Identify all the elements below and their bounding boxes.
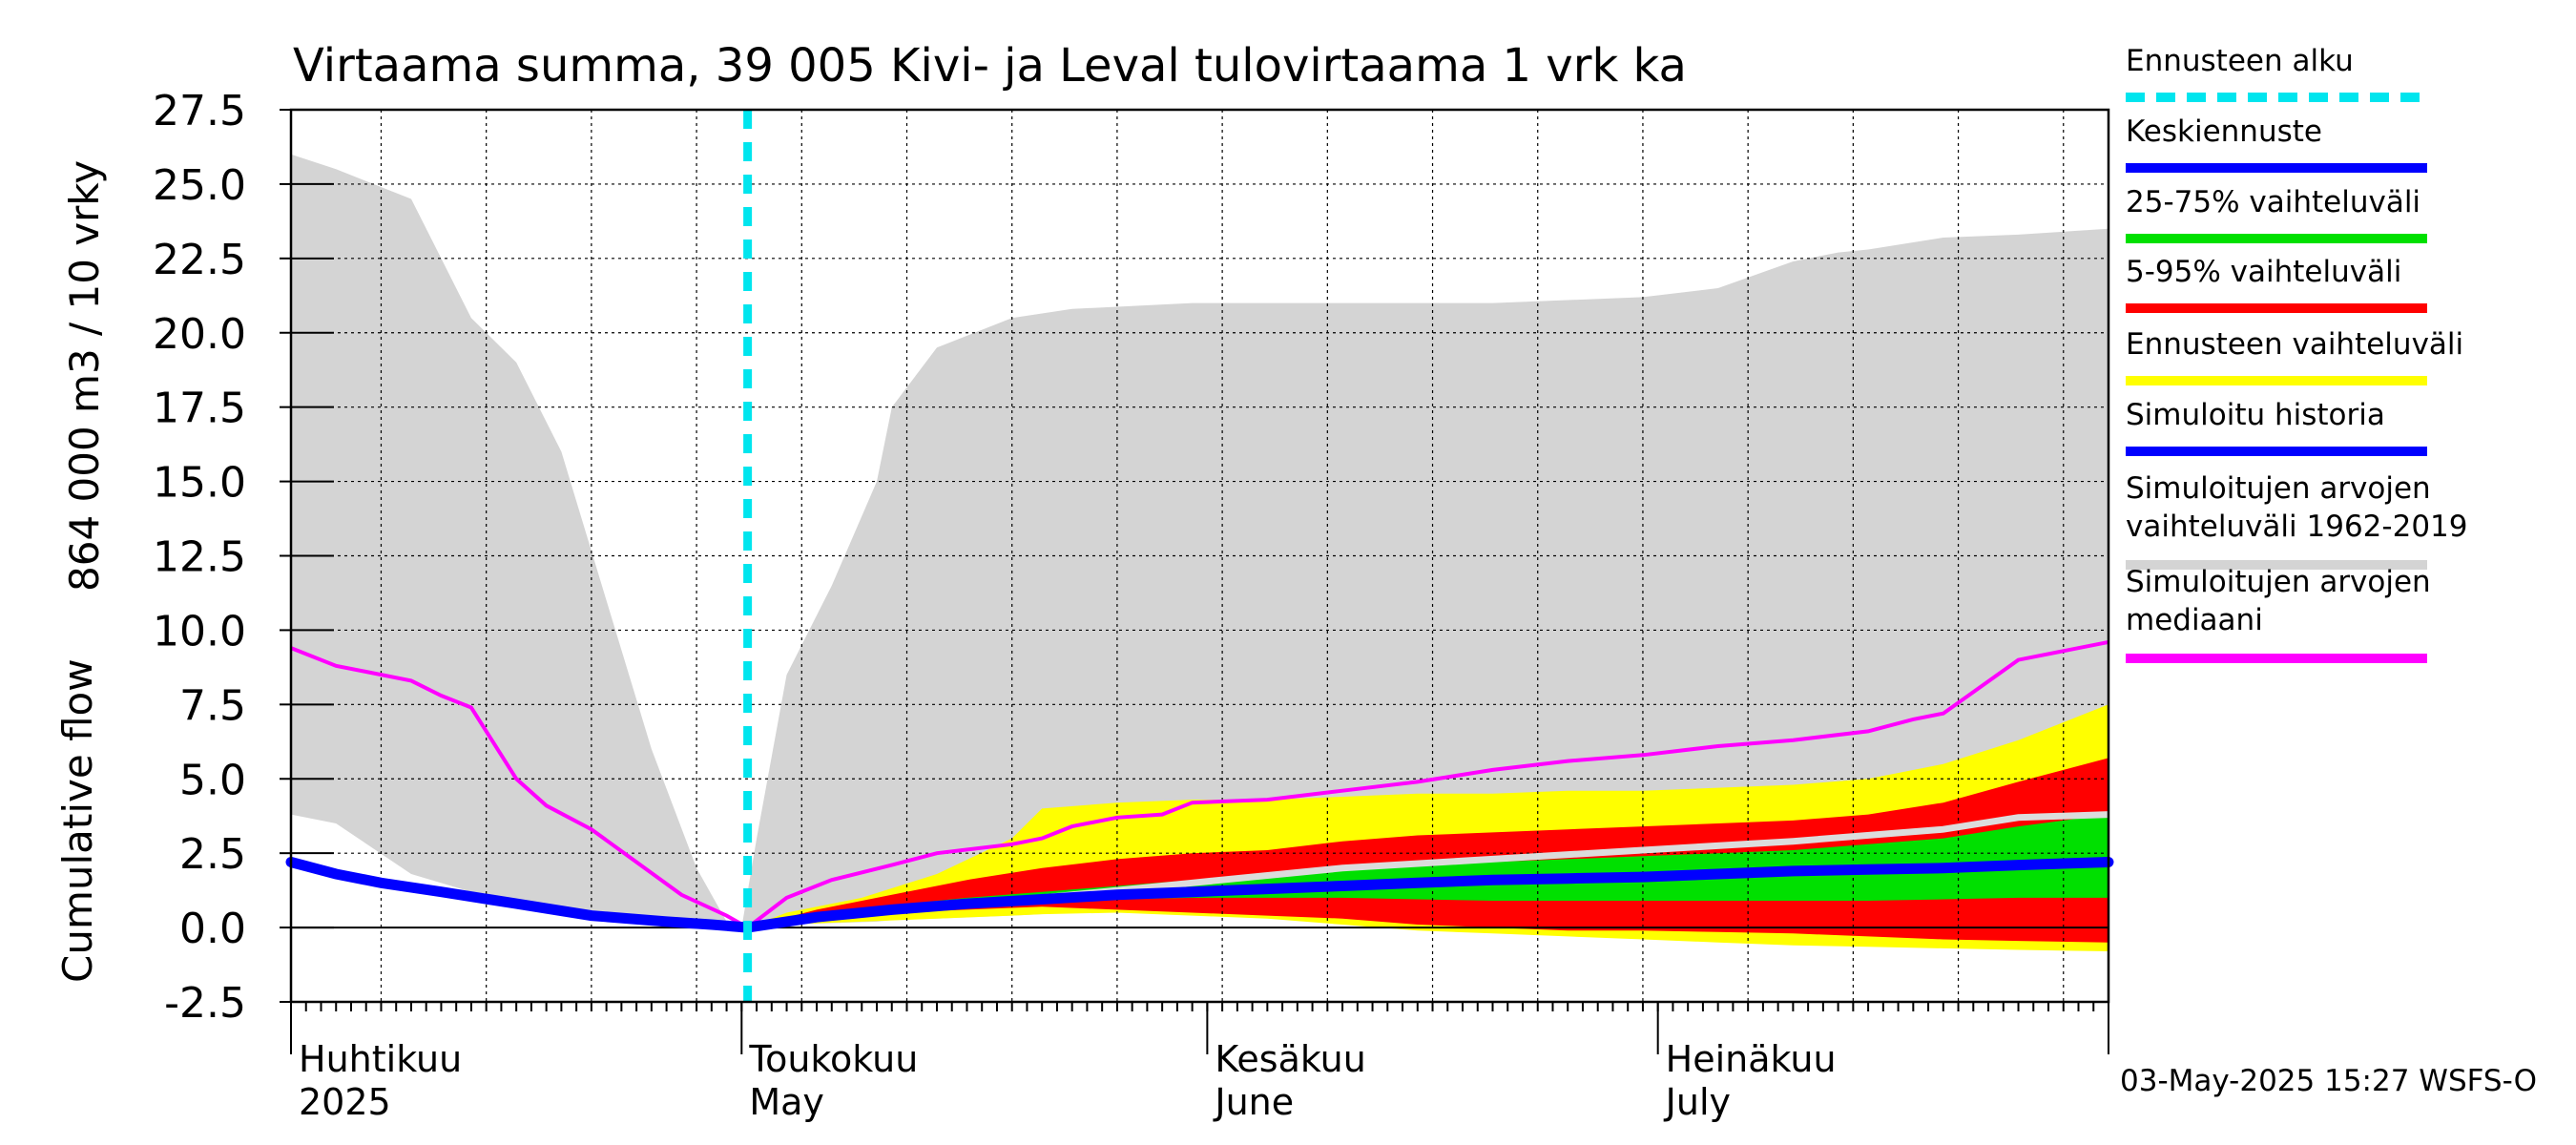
historical-median-line <box>290 639 2109 930</box>
y-axis-label-en: Cumulative flow <box>54 658 101 983</box>
x-month-label-fi: Huhtikuu <box>299 1038 462 1080</box>
y-tick-label: 25.0 <box>153 161 246 210</box>
y-tick-label: 10.0 <box>153 607 246 656</box>
chart-title: Virtaama summa, 39 005 Kivi- ja Leval tu… <box>293 39 1687 93</box>
y-tick-label: 20.0 <box>153 310 246 359</box>
x-month-label-fi: Toukokuu <box>748 1038 918 1080</box>
y-tick-label: 5.0 <box>179 756 246 804</box>
legend-label: Simuloitujen arvojen <box>2126 471 2431 506</box>
legend-label: Ennusteen alku <box>2126 44 2354 78</box>
timestamp: 03-May-2025 15:27 WSFS-O <box>2120 1064 2537 1098</box>
legend-label: 25-75% vaihteluväli <box>2126 185 2420 219</box>
legend-label: Simuloitujen arvojen <box>2126 565 2431 599</box>
legend-label: Ennusteen vaihteluväli <box>2126 327 2463 362</box>
legend-label-2: vaihteluväli 1962-2019 <box>2126 510 2467 544</box>
y-tick-label: 0.0 <box>179 905 246 953</box>
legend-label: Simuloitu historia <box>2126 398 2385 432</box>
y-tick-label: 7.5 <box>179 681 246 730</box>
x-month-label-fi: Kesäkuu <box>1215 1038 1366 1080</box>
legend-label: Keskiennuste <box>2126 114 2322 149</box>
legend-label-2: mediaani <box>2126 603 2263 637</box>
legend-label: 5-95% vaihteluväli <box>2126 255 2401 289</box>
mean-forecast-line <box>742 857 2114 933</box>
simulated-history-line <box>285 857 754 933</box>
x-month-label-en: May <box>749 1081 824 1123</box>
x-ticks <box>290 1002 2109 1054</box>
y-tick-label: 12.5 <box>153 533 246 582</box>
y-tick-label: 15.0 <box>153 459 246 508</box>
y-tick-label: 17.5 <box>153 385 246 433</box>
y-tick-label: -2.5 <box>164 979 246 1028</box>
x-month-label-en: 2025 <box>299 1081 391 1123</box>
y-axis-label-fi: 864 000 m3 / 10 vrky <box>61 160 108 592</box>
x-month-label-fi: Heinäkuu <box>1666 1038 1837 1080</box>
x-month-label-en: July <box>1664 1081 1731 1123</box>
y-tick-label: 22.5 <box>153 236 246 284</box>
x-month-label-en: June <box>1213 1081 1294 1123</box>
historical-range-band <box>291 154 2109 928</box>
y-tick-label: 27.5 <box>153 87 246 135</box>
y-tick-label: 2.5 <box>179 830 246 879</box>
